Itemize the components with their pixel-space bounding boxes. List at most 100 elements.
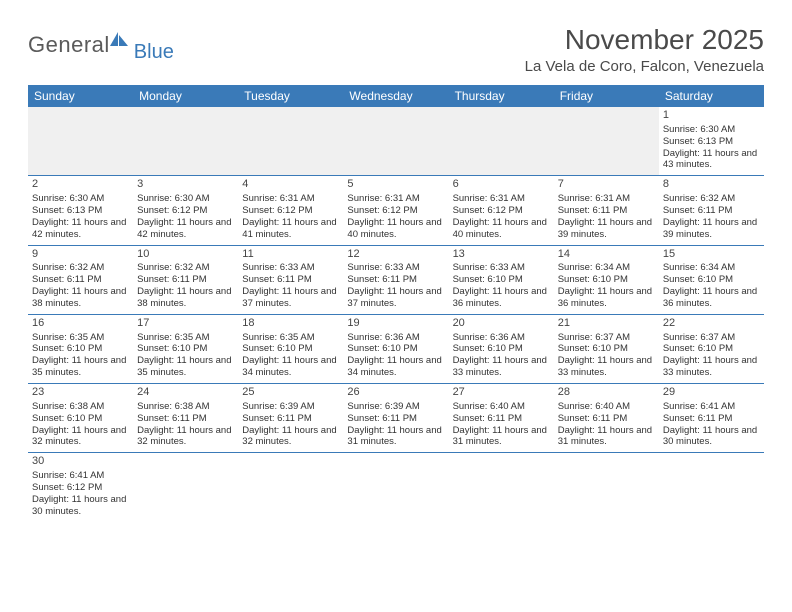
sunrise-text: Sunrise: 6:32 AM	[663, 193, 760, 205]
sunset-text: Sunset: 6:10 PM	[558, 274, 655, 286]
sunrise-text: Sunrise: 6:38 AM	[137, 401, 234, 413]
daylight-text: Daylight: 11 hours and 35 minutes.	[137, 355, 234, 379]
sunset-text: Sunset: 6:11 PM	[32, 274, 129, 286]
day-headers-row: Sunday Monday Tuesday Wednesday Thursday…	[28, 85, 764, 107]
calendar-cell	[133, 453, 238, 521]
day-number: 16	[32, 317, 129, 331]
daylight-text: Daylight: 11 hours and 40 minutes.	[453, 217, 550, 241]
sunrise-text: Sunrise: 6:35 AM	[137, 332, 234, 344]
sunrise-text: Sunrise: 6:39 AM	[347, 401, 444, 413]
sunrise-text: Sunrise: 6:32 AM	[32, 262, 129, 274]
day-header-tue: Tuesday	[238, 85, 343, 107]
calendar-cell: 3Sunrise: 6:30 AMSunset: 6:12 PMDaylight…	[133, 176, 238, 244]
daylight-text: Daylight: 11 hours and 31 minutes.	[558, 425, 655, 449]
sunset-text: Sunset: 6:10 PM	[453, 343, 550, 355]
day-number: 5	[347, 178, 444, 192]
sunset-text: Sunset: 6:12 PM	[347, 205, 444, 217]
sunset-text: Sunset: 6:13 PM	[32, 205, 129, 217]
calendar-cell: 19Sunrise: 6:36 AMSunset: 6:10 PMDayligh…	[343, 315, 448, 383]
daylight-text: Daylight: 11 hours and 32 minutes.	[32, 425, 129, 449]
week-row: 2Sunrise: 6:30 AMSunset: 6:13 PMDaylight…	[28, 176, 764, 245]
calendar-cell	[343, 453, 448, 521]
day-number: 19	[347, 317, 444, 331]
sunset-text: Sunset: 6:11 PM	[663, 413, 760, 425]
sunrise-text: Sunrise: 6:36 AM	[453, 332, 550, 344]
calendar-cell	[554, 453, 659, 521]
day-header-sat: Saturday	[659, 85, 764, 107]
sunset-text: Sunset: 6:10 PM	[347, 343, 444, 355]
calendar-cell: 9Sunrise: 6:32 AMSunset: 6:11 PMDaylight…	[28, 246, 133, 314]
sunset-text: Sunset: 6:11 PM	[137, 413, 234, 425]
calendar-cell: 13Sunrise: 6:33 AMSunset: 6:10 PMDayligh…	[449, 246, 554, 314]
calendar-cell	[133, 107, 238, 175]
calendar-cell: 22Sunrise: 6:37 AMSunset: 6:10 PMDayligh…	[659, 315, 764, 383]
day-header-mon: Monday	[133, 85, 238, 107]
calendar-cell: 7Sunrise: 6:31 AMSunset: 6:11 PMDaylight…	[554, 176, 659, 244]
calendar-cell: 4Sunrise: 6:31 AMSunset: 6:12 PMDaylight…	[238, 176, 343, 244]
sunset-text: Sunset: 6:11 PM	[137, 274, 234, 286]
calendar-cell: 12Sunrise: 6:33 AMSunset: 6:11 PMDayligh…	[343, 246, 448, 314]
day-number: 30	[32, 455, 129, 469]
day-number: 10	[137, 248, 234, 262]
daylight-text: Daylight: 11 hours and 36 minutes.	[558, 286, 655, 310]
day-number: 8	[663, 178, 760, 192]
location: La Vela de Coro, Falcon, Venezuela	[525, 58, 764, 75]
daylight-text: Daylight: 11 hours and 37 minutes.	[242, 286, 339, 310]
calendar-cell: 5Sunrise: 6:31 AMSunset: 6:12 PMDaylight…	[343, 176, 448, 244]
sunrise-text: Sunrise: 6:33 AM	[242, 262, 339, 274]
daylight-text: Daylight: 11 hours and 40 minutes.	[347, 217, 444, 241]
calendar-cell: 24Sunrise: 6:38 AMSunset: 6:11 PMDayligh…	[133, 384, 238, 452]
calendar-cell: 27Sunrise: 6:40 AMSunset: 6:11 PMDayligh…	[449, 384, 554, 452]
day-header-wed: Wednesday	[343, 85, 448, 107]
sunrise-text: Sunrise: 6:35 AM	[242, 332, 339, 344]
day-number: 9	[32, 248, 129, 262]
sunrise-text: Sunrise: 6:40 AM	[558, 401, 655, 413]
sunrise-text: Sunrise: 6:37 AM	[558, 332, 655, 344]
day-header-sun: Sunday	[28, 85, 133, 107]
day-number: 13	[453, 248, 550, 262]
sunset-text: Sunset: 6:11 PM	[242, 274, 339, 286]
week-row: 23Sunrise: 6:38 AMSunset: 6:10 PMDayligh…	[28, 384, 764, 453]
day-number: 29	[663, 386, 760, 400]
calendar-cell	[343, 107, 448, 175]
logo-text-general: General	[28, 32, 110, 58]
daylight-text: Daylight: 11 hours and 41 minutes.	[242, 217, 339, 241]
week-row: 16Sunrise: 6:35 AMSunset: 6:10 PMDayligh…	[28, 315, 764, 384]
sunrise-text: Sunrise: 6:33 AM	[453, 262, 550, 274]
sunset-text: Sunset: 6:10 PM	[558, 343, 655, 355]
sunrise-text: Sunrise: 6:32 AM	[137, 262, 234, 274]
daylight-text: Daylight: 11 hours and 36 minutes.	[453, 286, 550, 310]
logo-text-blue: Blue	[134, 41, 174, 64]
sunset-text: Sunset: 6:12 PM	[242, 205, 339, 217]
daylight-text: Daylight: 11 hours and 30 minutes.	[32, 494, 129, 518]
weeks-container: 1Sunrise: 6:30 AM Sunset: 6:13 PM Daylight…	[28, 107, 764, 522]
sunrise-text: Sunrise: 6:31 AM	[453, 193, 550, 205]
daylight-text: Daylight: 11 hours and 32 minutes.	[242, 425, 339, 449]
day-number: 21	[558, 317, 655, 331]
logo: General Blue	[28, 24, 176, 58]
sunrise-text: Sunrise: 6:37 AM	[663, 332, 760, 344]
sunrise-text: Sunrise: 6:35 AM	[32, 332, 129, 344]
calendar-cell: 23Sunrise: 6:38 AMSunset: 6:10 PMDayligh…	[28, 384, 133, 452]
sail-icon	[108, 30, 130, 53]
day-header-fri: Friday	[554, 85, 659, 107]
day-number: 24	[137, 386, 234, 400]
calendar-cell: 25Sunrise: 6:39 AMSunset: 6:11 PMDayligh…	[238, 384, 343, 452]
daylight-text: Daylight: 11 hours and 38 minutes.	[137, 286, 234, 310]
sunset-text: Sunset: 6:12 PM	[32, 482, 129, 494]
sunrise-text: Sunrise: 6:39 AM	[242, 401, 339, 413]
sunset-text: Sunset: 6:11 PM	[347, 413, 444, 425]
sunset-text: Sunset: 6:10 PM	[663, 343, 760, 355]
daylight-text: Daylight: 11 hours and 33 minutes.	[453, 355, 550, 379]
daylight-text: Daylight: 11 hours and 39 minutes.	[558, 217, 655, 241]
day-number: 7	[558, 178, 655, 192]
day-number: 1	[663, 109, 760, 123]
calendar-cell: 2Sunrise: 6:30 AMSunset: 6:13 PMDaylight…	[28, 176, 133, 244]
sunrise-text: Sunrise: 6:30 AM	[663, 124, 760, 136]
title-block: November 2025 La Vela de Coro, Falcon, V…	[525, 24, 764, 75]
daylight-text: Daylight: 11 hours and 39 minutes.	[663, 217, 760, 241]
calendar-cell: 10Sunrise: 6:32 AMSunset: 6:11 PMDayligh…	[133, 246, 238, 314]
calendar-cell: 30Sunrise: 6:41 AMSunset: 6:12 PMDayligh…	[28, 453, 133, 521]
sunset-text: Sunset: 6:11 PM	[453, 413, 550, 425]
day-number: 17	[137, 317, 234, 331]
